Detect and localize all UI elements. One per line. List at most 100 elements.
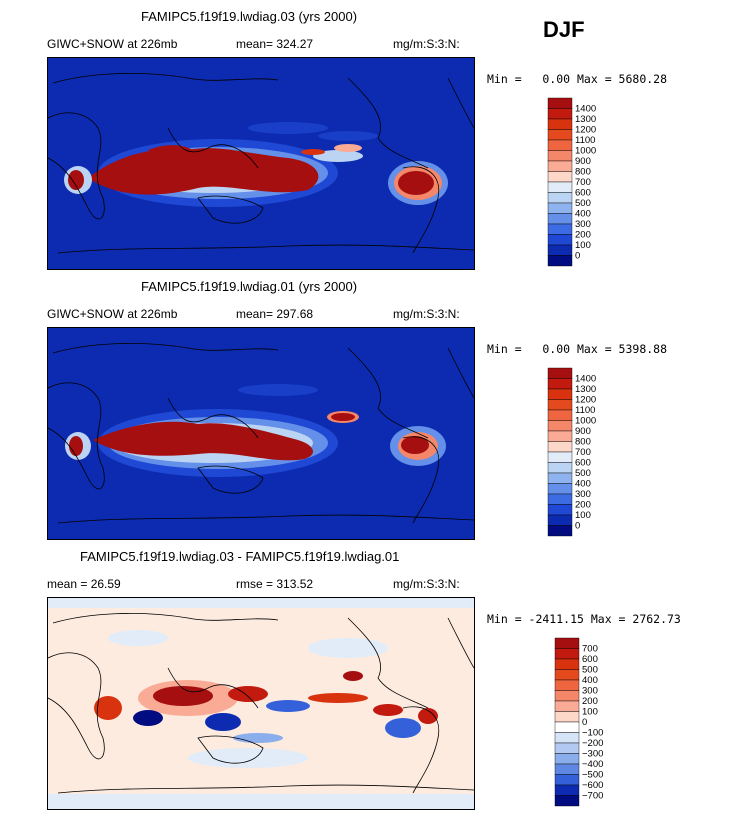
colorbar-swatch — [547, 255, 573, 267]
colorbar-label: 300 — [575, 219, 591, 230]
colorbar-label: 500 — [575, 198, 591, 209]
colorbar-swatch — [554, 795, 580, 807]
colorbar-label: 1300 — [575, 384, 596, 395]
colorbar-label: 200 — [575, 230, 591, 241]
colorbar-label: 700 — [582, 644, 598, 655]
colorbar-swatch — [547, 430, 573, 442]
panel3-rmse: rmse = 313.52 — [236, 577, 314, 591]
colorbar-label: 1200 — [575, 125, 596, 136]
colorbar-label: 1200 — [575, 395, 596, 406]
colorbar-swatch — [554, 658, 580, 670]
colorbar-swatch — [547, 514, 573, 526]
colorbar-swatch — [547, 483, 573, 495]
colorbar-label: 600 — [575, 458, 591, 469]
colorbar-swatch — [547, 223, 573, 235]
colorbar-label: 100 — [575, 240, 591, 251]
colorbar-label: −100 — [582, 728, 603, 739]
colorbar-swatch — [547, 525, 573, 537]
colorbar-swatch — [547, 192, 573, 204]
panel1-mean: mean= 324.27 — [236, 37, 314, 51]
colorbar-swatch — [547, 171, 573, 183]
colorbar-swatch — [554, 648, 580, 660]
panel2-map — [47, 327, 475, 540]
colorbar-label: −700 — [582, 791, 603, 802]
colorbar-swatch — [554, 763, 580, 775]
colorbar-label: 1000 — [575, 416, 596, 427]
colorbar-label: 1400 — [575, 104, 596, 115]
colorbar-swatch — [547, 367, 573, 379]
panel3-minmax: Min = -2411.15 Max = 2762.73 — [487, 612, 681, 626]
panel2-minmax: Min = 0.00 Max = 5398.88 — [487, 342, 668, 356]
panel3-title: FAMIPC5.f19f19.lwdiag.03 - FAMIPC5.f19f1… — [80, 549, 400, 564]
colorbar-swatch — [554, 669, 580, 681]
colorbar-swatch — [554, 753, 580, 765]
panel1-minmax: Min = 0.00 Max = 5680.28 — [487, 72, 668, 86]
colorbar-swatch — [547, 234, 573, 246]
colorbar-swatch — [547, 181, 573, 193]
colorbar-swatch — [547, 129, 573, 141]
colorbar-label: 100 — [575, 510, 591, 521]
colorbar-label: 600 — [575, 188, 591, 199]
colorbar-swatch — [554, 711, 580, 723]
panel3-map — [47, 597, 475, 810]
colorbar-swatch — [554, 637, 580, 649]
colorbar-swatch — [547, 378, 573, 390]
panel2-variable: GIWC+SNOW at 226mb — [47, 307, 178, 321]
panel2-colorbar: 1400 1300 1200 1100 1000 900 800 700 600 500 400 30… — [547, 367, 608, 538]
panel2-mean: mean= 297.68 — [236, 307, 314, 321]
colorbar-swatch — [547, 388, 573, 400]
colorbar-swatch — [547, 108, 573, 120]
colorbar-label: 100 — [582, 707, 598, 718]
colorbar-label: 900 — [575, 156, 591, 167]
colorbar-label: 400 — [575, 209, 591, 220]
colorbar-label: 1100 — [575, 135, 595, 146]
colorbar-label: −200 — [582, 738, 603, 749]
season-label: DJF — [543, 17, 585, 42]
colorbar-label: −300 — [582, 749, 603, 760]
colorbar-label: 500 — [582, 665, 598, 676]
colorbar-swatch — [554, 679, 580, 691]
panel1-map — [47, 57, 475, 270]
colorbar-label: −400 — [582, 759, 603, 770]
colorbar-swatch — [547, 409, 573, 421]
panel3-units: mg/m:S:3:N: — [393, 577, 460, 591]
panel1-units: mg/m:S:3:N: — [393, 37, 460, 51]
colorbar-label: 0 — [575, 251, 580, 262]
colorbar-label: 800 — [575, 437, 591, 448]
colorbar-swatch — [547, 160, 573, 172]
colorbar-label: 1400 — [575, 374, 596, 385]
colorbar-swatch — [547, 472, 573, 484]
colorbar-swatch — [547, 202, 573, 214]
panel1-colorbar: 1400 1300 1200 1100 1000 900 800 700 600 500 400 30… — [547, 97, 608, 268]
colorbar-swatch — [547, 493, 573, 505]
colorbar-swatch — [547, 244, 573, 256]
panel2-units: mg/m:S:3:N: — [393, 307, 460, 321]
colorbar-swatch — [554, 742, 580, 754]
panel1-variable: GIWC+SNOW at 226mb — [47, 37, 178, 51]
colorbar-label: 300 — [582, 686, 598, 697]
panel3-colorbar: 700 600 500 400 300 200 100 0 −100 −200 −300 −400 −5… — [554, 637, 615, 808]
colorbar-label: 600 — [582, 654, 598, 665]
colorbar-swatch — [554, 700, 580, 712]
colorbar-swatch — [554, 784, 580, 796]
colorbar-swatch — [547, 462, 573, 474]
colorbar-label: −600 — [582, 780, 603, 791]
colorbar-label: 400 — [582, 675, 598, 686]
colorbar-label: 200 — [575, 500, 591, 511]
colorbar-label: 1000 — [575, 146, 596, 157]
colorbar-swatch — [547, 139, 573, 151]
colorbar-swatch — [554, 721, 580, 733]
colorbar-swatch — [547, 213, 573, 225]
colorbar-swatch — [547, 420, 573, 432]
colorbar-label: 500 — [575, 468, 591, 479]
colorbar-label: 300 — [575, 489, 591, 500]
colorbar-label: 400 — [575, 479, 591, 490]
panel3-mean: mean = 26.59 — [47, 577, 121, 591]
colorbar-label: 1100 — [575, 405, 595, 416]
colorbar-swatch — [554, 732, 580, 744]
colorbar-swatch — [547, 399, 573, 411]
colorbar-swatch — [554, 774, 580, 786]
colorbar-label: 200 — [582, 696, 598, 707]
colorbar-label: −500 — [582, 770, 603, 781]
colorbar-swatch — [547, 118, 573, 130]
